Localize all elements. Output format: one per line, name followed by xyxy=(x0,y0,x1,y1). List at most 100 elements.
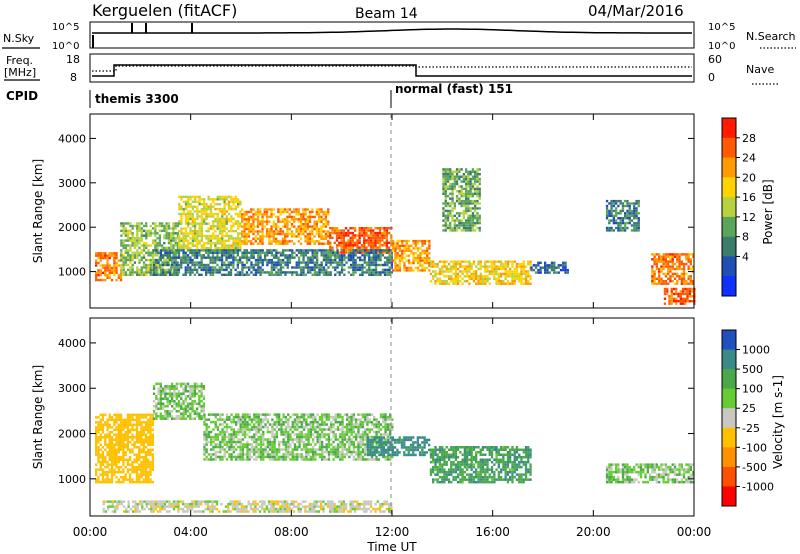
heatmap-cell xyxy=(407,247,411,250)
heatmap-cell xyxy=(216,234,219,238)
heatmap-cell xyxy=(189,392,192,395)
heatmap-cell xyxy=(198,395,201,398)
heatmap-cell xyxy=(245,256,249,259)
heatmap-cell xyxy=(211,266,215,269)
heatmap-cell xyxy=(445,275,448,278)
heatmap-cell xyxy=(254,258,258,262)
heatmap-cell xyxy=(113,456,116,459)
heatmap-cell xyxy=(175,415,178,418)
heatmap-cell xyxy=(324,232,328,236)
heatmap-cell xyxy=(497,280,500,283)
heatmap-cell xyxy=(306,237,309,240)
heatmap-cell xyxy=(520,272,523,276)
heatmap-cell xyxy=(149,224,152,228)
heatmap-cell xyxy=(237,225,240,228)
heatmap-cell xyxy=(253,448,256,451)
heatmap-cell xyxy=(329,251,332,254)
heatmap-cell xyxy=(171,405,174,408)
heatmap-cell xyxy=(214,249,217,252)
heatmap-cell xyxy=(477,275,480,278)
heatmap-cell xyxy=(113,256,116,260)
heatmap-cell xyxy=(223,261,226,264)
heatmap-cell xyxy=(97,468,100,471)
heatmap-cell xyxy=(163,246,166,250)
heatmap-cell xyxy=(454,282,457,285)
heatmap-cell xyxy=(230,225,233,228)
heatmap-cell xyxy=(237,244,240,247)
heatmap-cell xyxy=(308,235,312,238)
heatmap-cell xyxy=(524,275,528,278)
heatmap-cell xyxy=(311,240,314,243)
heatmap-cell xyxy=(671,262,674,266)
heatmap-cell xyxy=(99,465,102,469)
heatmap-cell xyxy=(336,261,339,264)
heatmap-cell xyxy=(434,265,437,268)
heatmap-cell xyxy=(131,465,134,469)
heatmap-cell xyxy=(635,209,638,213)
heatmap-cell xyxy=(670,302,673,305)
heatmap-cell xyxy=(333,231,336,235)
heatmap-cell xyxy=(684,292,687,296)
heatmap-cell xyxy=(322,225,325,228)
heatmap-cell xyxy=(142,458,145,461)
heatmap-cell xyxy=(127,268,130,272)
heatmap-cell xyxy=(110,480,114,484)
heatmap-cell xyxy=(381,231,384,235)
heatmap-cell xyxy=(318,215,321,219)
heatmap-cell xyxy=(315,232,318,236)
heatmap-cell xyxy=(245,266,249,269)
heatmap-cell xyxy=(151,443,154,446)
heatmap-cell xyxy=(140,428,143,432)
heatmap-cell xyxy=(666,290,669,293)
heatmap-cell xyxy=(262,443,265,446)
heatmap-cell xyxy=(155,412,158,415)
heatmap-cell xyxy=(462,199,465,203)
heatmap-cell xyxy=(279,263,283,267)
heatmap-cell xyxy=(207,418,211,421)
heatmap-cell xyxy=(458,202,461,205)
heatmap-cell xyxy=(108,264,111,267)
heatmap-cell xyxy=(471,217,475,220)
heatmap-cell xyxy=(412,259,415,262)
heatmap-cell xyxy=(520,275,523,278)
heatmap-cell xyxy=(142,446,145,449)
heatmap-cell xyxy=(352,254,355,257)
heatmap-cell xyxy=(184,200,188,203)
heatmap-cell xyxy=(152,271,156,274)
heatmap-cell xyxy=(299,213,303,216)
heatmap-cell xyxy=(257,268,260,272)
heatmap-cell xyxy=(318,235,321,238)
heatmap-cell xyxy=(171,273,174,276)
heatmap-cell xyxy=(122,261,125,264)
heatmap-cell xyxy=(168,254,172,257)
heatmap-cell xyxy=(110,470,114,474)
heatmap-cell xyxy=(544,264,547,267)
heatmap-cell xyxy=(347,229,350,232)
heatmap-cell xyxy=(122,441,125,444)
heatmap-cell xyxy=(232,222,235,225)
heatmap-cell xyxy=(497,275,500,278)
heatmap-cell xyxy=(216,425,220,429)
heatmap-cell xyxy=(216,198,219,201)
heatmap-cell xyxy=(230,200,233,203)
heatmap-cell xyxy=(202,268,205,272)
heatmap-cell xyxy=(95,436,98,439)
heatmap-cell xyxy=(468,282,471,285)
noise-panel: N.Sky 10^5 10^0 10^5 10^0 N.Search xyxy=(2,21,796,52)
heatmap-cell xyxy=(97,256,100,260)
heatmap-cell xyxy=(184,385,187,388)
heatmap-cell xyxy=(126,438,129,441)
heatmap-cell xyxy=(115,264,118,267)
heatmap-cell xyxy=(122,268,125,272)
heatmap-cell xyxy=(106,451,109,454)
heatmap-cell xyxy=(460,212,463,215)
heatmap-cell xyxy=(442,182,445,186)
heatmap-cell xyxy=(172,249,175,252)
heatmap-cell xyxy=(282,433,285,436)
heatmap-cell xyxy=(469,217,472,220)
heatmap-cell xyxy=(232,258,235,262)
heatmap-cell xyxy=(308,225,312,228)
heatmap-cell xyxy=(200,234,203,238)
heatmap-cell xyxy=(173,271,176,274)
heatmap-cell xyxy=(388,261,391,264)
